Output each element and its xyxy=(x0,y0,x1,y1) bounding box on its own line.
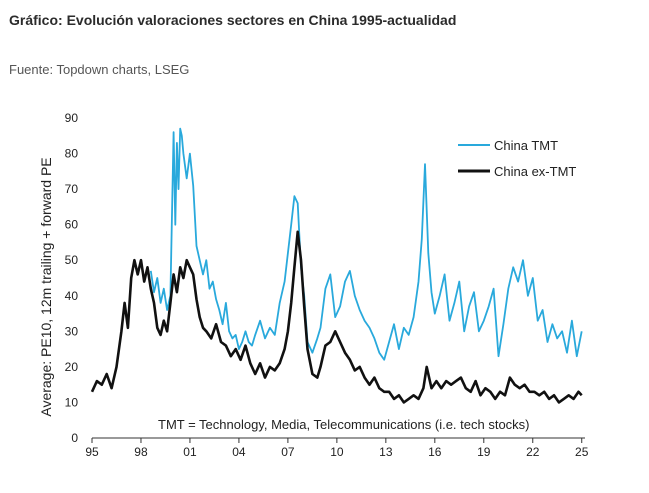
y-tick-label: 30 xyxy=(65,324,79,338)
series-line-china-tmt xyxy=(149,127,583,361)
series-line-china-ex-tmt xyxy=(90,230,583,404)
chart-annotation: TMT = Technology, Media, Telecommunicati… xyxy=(158,417,530,432)
x-tick-label: 07 xyxy=(281,445,295,459)
x-tick-label: 22 xyxy=(526,445,540,459)
series-lines xyxy=(90,127,583,404)
source-caption: Fuente: Topdown charts, LSEG xyxy=(9,62,190,77)
y-tick-label: 40 xyxy=(65,289,79,303)
y-tick-label: 90 xyxy=(65,111,79,125)
y-tick-label: 50 xyxy=(65,253,79,267)
x-tick-label: 16 xyxy=(428,445,442,459)
y-axis-ticks: 0 10 20 30 40 50 60 70 80 90 xyxy=(65,111,79,445)
x-tick-label: 13 xyxy=(379,445,393,459)
x-tick-label: 98 xyxy=(134,445,148,459)
x-tick-label: 25 xyxy=(575,445,589,459)
x-tick-label: 01 xyxy=(183,445,197,459)
legend: China TMT China ex-TMT xyxy=(458,138,576,179)
legend-label-china-ex-tmt: China ex-TMT xyxy=(494,164,576,179)
y-tick-label: 60 xyxy=(65,218,79,232)
legend-label-china-tmt: China TMT xyxy=(494,138,558,153)
page-title: Gráfico: Evolución valoraciones sectores… xyxy=(9,12,457,28)
y-tick-label: 70 xyxy=(65,182,79,196)
x-tick-label: 10 xyxy=(330,445,344,459)
x-axis-ticks: 95 98 01 04 07 10 13 16 19 22 25 xyxy=(85,438,589,459)
y-axis-title: Average: PE10, 12m trailing + forward PE xyxy=(38,157,54,416)
x-tick-label: 04 xyxy=(232,445,246,459)
x-tick-label: 95 xyxy=(85,445,99,459)
y-tick-label: 10 xyxy=(65,395,79,409)
y-tick-label: 80 xyxy=(65,147,79,161)
y-tick-label: 20 xyxy=(65,360,79,374)
x-tick-label: 19 xyxy=(477,445,491,459)
y-tick-label: 0 xyxy=(71,431,78,445)
